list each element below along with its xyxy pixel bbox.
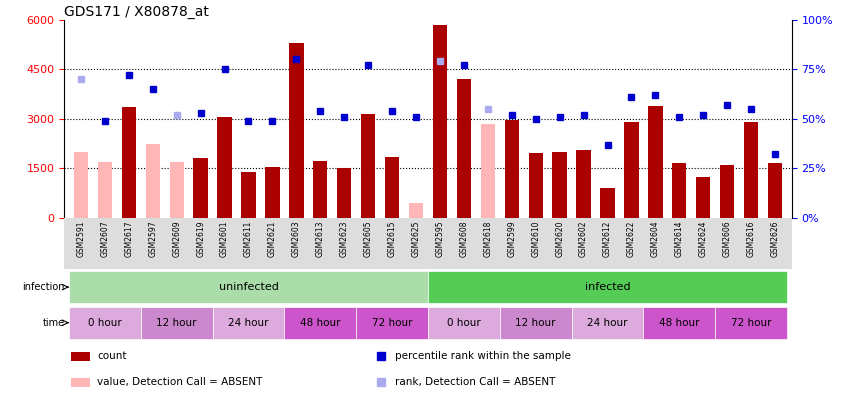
Bar (504, 120, 519, 218)
Text: GSM2612: GSM2612 (603, 220, 612, 257)
Text: GSM2608: GSM2608 (460, 220, 468, 257)
Text: GSM2602: GSM2602 (579, 220, 588, 257)
Bar (122, 107, 136, 218)
Text: GSM2601: GSM2601 (220, 220, 229, 257)
Bar (361, 114, 375, 218)
Bar (217, 117, 232, 218)
Text: GSM2607: GSM2607 (100, 220, 110, 257)
Bar (241, 172, 256, 218)
Bar (552, 152, 567, 218)
Bar (481, 124, 495, 218)
Bar (696, 177, 710, 218)
Text: GSM2603: GSM2603 (292, 220, 300, 257)
Bar (193, 158, 208, 218)
Text: count: count (97, 351, 127, 361)
Bar (169, 162, 184, 218)
Text: GSM2626: GSM2626 (770, 220, 780, 257)
Text: GSM2616: GSM2616 (746, 220, 756, 257)
Bar (457, 79, 471, 218)
Bar (69, 271, 428, 303)
Text: percentile rank within the sample: percentile rank within the sample (395, 351, 571, 361)
Text: GSM2604: GSM2604 (651, 220, 660, 257)
Text: GSM2591: GSM2591 (76, 220, 86, 257)
Text: 72 hour: 72 hour (372, 318, 413, 328)
Text: infected: infected (585, 282, 630, 292)
Text: GSM2606: GSM2606 (722, 220, 732, 257)
Text: GSM2615: GSM2615 (388, 220, 396, 257)
Text: GSM2610: GSM2610 (532, 220, 540, 257)
Bar (428, 271, 787, 303)
Bar (576, 150, 591, 218)
Text: GSM2620: GSM2620 (556, 220, 564, 257)
Text: GSM2624: GSM2624 (698, 220, 708, 257)
Bar (720, 165, 734, 218)
Bar (337, 168, 352, 218)
Bar (744, 122, 758, 218)
Text: GSM2599: GSM2599 (508, 220, 516, 257)
Bar (265, 167, 280, 218)
Bar (69, 307, 140, 339)
Bar (644, 307, 716, 339)
Bar (71, 378, 90, 386)
Text: rank, Detection Call = ABSENT: rank, Detection Call = ABSENT (395, 377, 556, 387)
Bar (98, 162, 112, 218)
Bar (624, 122, 639, 218)
Text: GSM2611: GSM2611 (244, 220, 253, 257)
Text: GSM2609: GSM2609 (172, 220, 181, 257)
Text: GSM2619: GSM2619 (196, 220, 205, 257)
Text: GSM2605: GSM2605 (364, 220, 372, 257)
Bar (289, 43, 304, 218)
Text: infection: infection (22, 282, 65, 292)
Text: GSM2613: GSM2613 (316, 220, 324, 257)
Text: value, Detection Call = ABSENT: value, Detection Call = ABSENT (97, 377, 262, 387)
Text: time: time (43, 318, 65, 328)
Bar (146, 143, 160, 218)
Bar (71, 352, 90, 360)
Bar (768, 163, 782, 218)
Text: GSM2625: GSM2625 (412, 220, 420, 257)
Bar (572, 307, 644, 339)
Text: GSM2622: GSM2622 (627, 220, 636, 257)
Text: 12 hour: 12 hour (157, 318, 197, 328)
Bar (385, 157, 399, 218)
Text: 72 hour: 72 hour (731, 318, 771, 328)
Text: 48 hour: 48 hour (659, 318, 699, 328)
Bar (313, 161, 328, 218)
Bar (140, 307, 212, 339)
Text: GSM2595: GSM2595 (436, 220, 444, 257)
Bar (433, 25, 447, 218)
Text: 0 hour: 0 hour (447, 318, 481, 328)
Bar (600, 188, 615, 218)
Bar (528, 153, 543, 218)
Text: 48 hour: 48 hour (300, 318, 341, 328)
Bar (212, 307, 284, 339)
Bar (500, 307, 572, 339)
Text: 24 hour: 24 hour (587, 318, 627, 328)
Bar (284, 307, 356, 339)
Bar (356, 307, 428, 339)
Text: GSM2621: GSM2621 (268, 220, 277, 257)
Text: GSM2614: GSM2614 (675, 220, 684, 257)
Bar (74, 152, 88, 218)
Text: GSM2597: GSM2597 (148, 220, 158, 257)
Bar (672, 163, 687, 218)
Text: 24 hour: 24 hour (229, 318, 269, 328)
Text: 0 hour: 0 hour (88, 318, 122, 328)
Bar (428, 307, 500, 339)
Text: GDS171 / X80878_at: GDS171 / X80878_at (64, 5, 209, 19)
Text: GSM2623: GSM2623 (340, 220, 348, 257)
Bar (648, 106, 663, 218)
Text: uninfected: uninfected (218, 282, 278, 292)
Text: 12 hour: 12 hour (515, 318, 556, 328)
Text: GSM2617: GSM2617 (124, 220, 134, 257)
Text: GSM2618: GSM2618 (484, 220, 492, 257)
Bar (409, 203, 423, 218)
Bar (716, 307, 787, 339)
